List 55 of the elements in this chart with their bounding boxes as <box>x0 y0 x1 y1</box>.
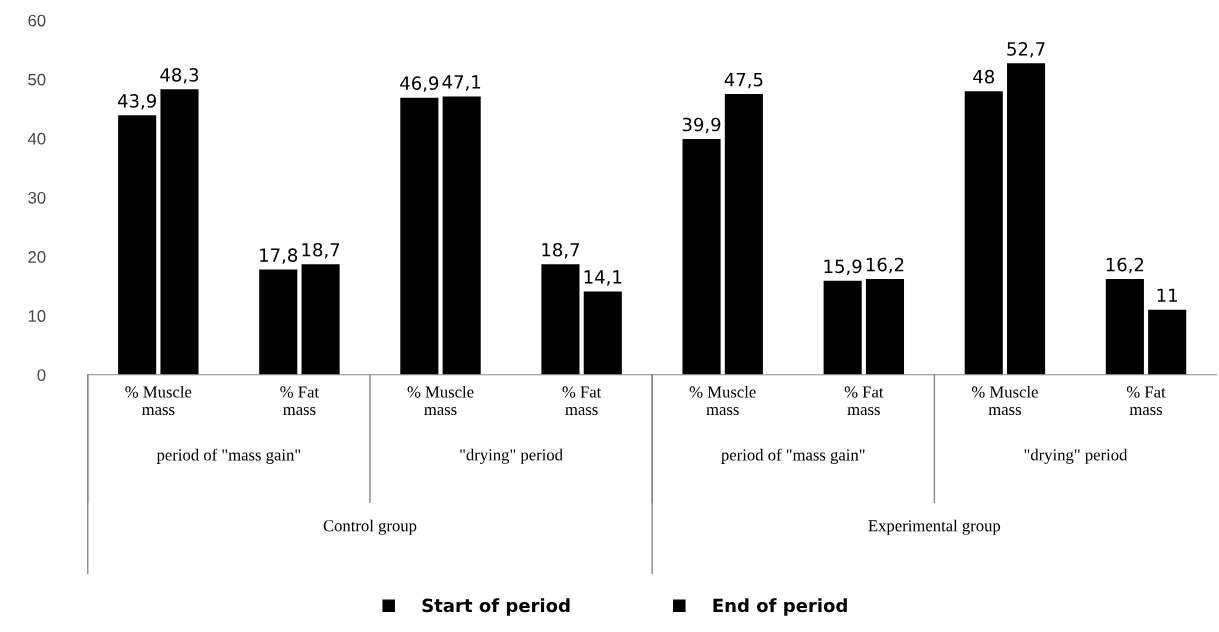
x-tick-label: % Fat mass <box>1126 386 1166 416</box>
bar <box>118 115 157 375</box>
y-tick-label: 60 <box>28 14 46 27</box>
data-label: 18,7 <box>302 242 340 259</box>
data-label: 47,5 <box>724 73 763 89</box>
x-tick-label: % Muscle mass <box>689 385 756 416</box>
y-tick-label: 20 <box>28 250 46 263</box>
x-tick-label: % Muscle mass <box>125 385 192 416</box>
y-tick-label: 50 <box>28 73 46 86</box>
y-tick-label: 30 <box>28 191 46 204</box>
x-tick-label: % Fat mass <box>562 386 602 416</box>
data-label: 11 <box>1157 288 1177 302</box>
text: period of "mass gain" <box>156 448 301 464</box>
bar <box>1148 309 1187 375</box>
bar <box>400 97 439 375</box>
legend-label: Start of period <box>422 598 570 616</box>
text: "drying" period <box>460 448 563 464</box>
bar <box>583 291 622 375</box>
x-tick-label: % Muscle mass <box>971 385 1038 416</box>
data-label: 48,3 <box>160 68 199 84</box>
bar <box>160 89 199 375</box>
text: Experimental group <box>868 519 1001 535</box>
text: "drying" period <box>1024 448 1128 464</box>
data-label: 47,1 <box>442 75 481 91</box>
bar <box>1105 279 1144 375</box>
data-label: 43,9 <box>117 94 156 110</box>
data-label: 48 <box>973 69 994 84</box>
data-label: 46,9 <box>400 76 439 92</box>
y-tick-label: 0 <box>37 369 46 381</box>
data-label: 39,9 <box>682 117 721 134</box>
bar <box>964 91 1003 375</box>
bar <box>442 96 481 375</box>
legend-label: End of period <box>713 598 847 616</box>
data-label: 17,8 <box>260 248 298 264</box>
bar <box>259 269 298 375</box>
data-label: 16,2 <box>1106 257 1144 274</box>
y-tick-label: 10 <box>28 310 46 322</box>
x-tick-label: % Fat mass <box>844 386 884 416</box>
bar <box>682 139 721 375</box>
text: period of "mass gain" <box>721 448 865 464</box>
bar <box>865 279 905 375</box>
data-label: 14,1 <box>584 270 622 286</box>
data-label: 18,7 <box>542 242 580 259</box>
x-tick-label: % Muscle mass <box>407 385 474 416</box>
bar <box>301 264 340 375</box>
x-tick-label: % Fat mass <box>280 386 319 416</box>
data-label: 15,9 <box>824 259 862 275</box>
bar <box>724 94 763 375</box>
bar <box>823 280 862 375</box>
data-label: 16,2 <box>866 257 904 274</box>
text: Control group <box>323 519 417 535</box>
bar <box>541 264 580 375</box>
y-tick-label: 40 <box>27 132 46 145</box>
bar <box>1007 63 1046 375</box>
data-label: 52,7 <box>1007 42 1045 58</box>
